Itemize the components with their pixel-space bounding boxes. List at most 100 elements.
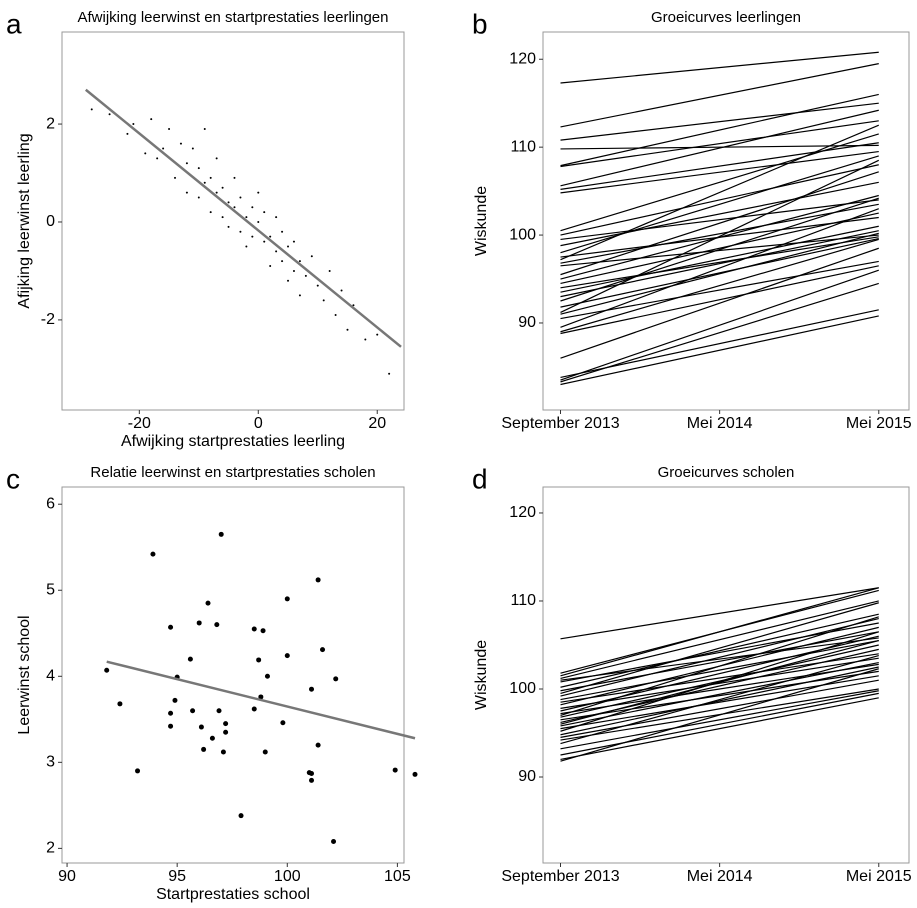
growth-line [560,666,879,736]
point [239,196,242,199]
y-tick-label: 90 [518,314,536,331]
point [281,230,284,233]
growth-line [560,617,879,697]
point [331,838,337,844]
point [203,181,206,184]
chart-title: Relatie leerwinst en startprestaties sch… [90,464,375,481]
growth-line [560,234,879,267]
y-tick-label: 5 [46,581,55,598]
point [298,294,301,297]
point [197,167,200,170]
growth-line [560,238,879,333]
point [245,216,248,219]
growth-line [560,654,879,745]
x-tick-label: 105 [384,868,411,885]
point [187,656,193,662]
growth-line [560,631,879,732]
x-tick-label: 90 [58,868,76,885]
x-tick-label: 0 [254,415,263,432]
growth-line [560,587,879,640]
point [298,260,301,263]
point [238,813,244,819]
y-tick-label: 2 [46,840,55,857]
point [144,152,147,155]
point [333,676,339,682]
growth-line [560,232,879,315]
point [168,723,174,729]
point [156,157,159,160]
point [233,206,236,209]
growth-line [560,144,879,150]
x-tick-label: 95 [168,868,186,885]
point [315,742,321,748]
growth-line [560,51,879,84]
point [292,240,295,243]
point [346,328,349,331]
growth-line [560,668,879,762]
y-tick-label: 110 [510,592,536,609]
point [269,235,272,238]
x-tick-label: Mei 2014 [687,415,753,432]
point [220,749,226,755]
growth-line [560,309,879,379]
point [126,132,129,135]
chart-title: Groeicurves scholen [658,464,795,481]
y-axis-label: Afijking leerwinst leerling [16,133,33,308]
point [168,624,174,630]
growth-line [560,692,879,756]
point [280,720,286,726]
growth-line [560,662,879,727]
x-tick-label: Mei 2014 [687,868,753,885]
point [281,260,284,263]
y-axis-label: Leerwinst school [16,615,33,734]
y-tick-label: 110 [510,138,536,155]
x-axis-label: Afwijking startprestaties leerling [121,433,345,450]
growth-line [560,171,879,276]
growth-line [560,212,879,284]
growth-line [560,237,879,308]
growth-line [560,657,879,709]
x-tick-label: Mei 2015 [846,868,912,885]
point [223,721,229,727]
plot-frame [542,31,910,411]
x-tick-label: Mei 2015 [846,415,912,432]
chart-title: Groeicurves leerlingen [651,9,801,26]
panel-label: a [6,8,22,39]
point [132,123,135,126]
point [251,626,257,632]
point [209,211,212,214]
growth-line [560,109,879,187]
plot-frame [61,31,405,411]
point [352,304,355,307]
point [251,706,257,712]
x-axis-label: Startprestaties school [156,886,310,903]
growth-line [560,194,879,280]
growth-line [560,282,879,383]
point [262,749,268,755]
growth-line [560,133,879,232]
point [227,201,230,204]
point [304,274,307,277]
point [284,653,290,659]
fit-line [85,88,402,348]
point [412,771,418,777]
fit-line [106,660,416,740]
panel-label: b [472,8,488,39]
point [215,191,218,194]
x-tick-label: 100 [274,868,301,885]
growth-line [560,315,879,386]
point [322,299,325,302]
point [185,162,188,165]
growth-line [560,63,879,128]
growth-line [560,269,879,381]
point [198,724,204,730]
panel-label: d [472,463,488,494]
growth-line [560,150,879,194]
growth-line [560,159,880,313]
growth-line [560,247,879,359]
growth-line [560,697,879,760]
point [257,191,260,194]
point [256,657,262,663]
point [263,211,266,214]
